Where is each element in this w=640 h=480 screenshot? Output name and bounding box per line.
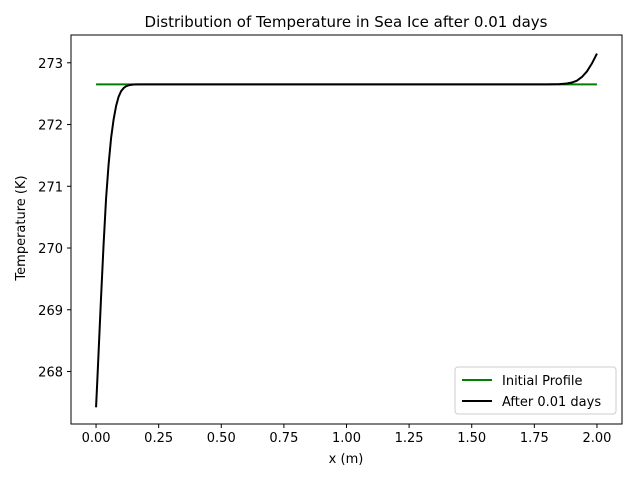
y-tick-label: 272 bbox=[38, 119, 63, 134]
plot-area: 0.00 0.25 0.50 0.75 1.00 1.25 1.50 1.75 2.00 268… bbox=[38, 34, 623, 446]
legend-label-after-0.01-days: After 0.01 days bbox=[502, 395, 601, 410]
y-axis-label: Temperature (K) bbox=[14, 175, 29, 281]
y-tick-label: 268 bbox=[38, 366, 63, 381]
x-axis: 0.00 0.25 0.50 0.75 1.00 1.25 1.50 1.75 2.00 bbox=[82, 424, 611, 446]
x-tick-label: 1.75 bbox=[520, 431, 549, 446]
y-tick-label: 270 bbox=[38, 242, 63, 257]
x-axis-label: x (m) bbox=[329, 452, 364, 467]
y-tick-label: 273 bbox=[38, 57, 63, 72]
chart-title: Distribution of Temperature in Sea Ice a… bbox=[145, 13, 548, 31]
x-tick-label: 0.50 bbox=[207, 431, 236, 446]
x-tick-label: 0.00 bbox=[82, 431, 111, 446]
legend-box bbox=[454, 366, 617, 415]
legend: Initial Profile After 0.01 days bbox=[454, 366, 617, 415]
x-tick-label: 1.50 bbox=[457, 431, 486, 446]
x-tick-label: 2.00 bbox=[582, 431, 611, 446]
x-tick-label: 1.00 bbox=[332, 431, 361, 446]
x-tick-label: 1.25 bbox=[395, 431, 424, 446]
legend-label-initial-profile: Initial Profile bbox=[502, 374, 583, 389]
y-tick-label: 269 bbox=[38, 304, 63, 319]
series-line-after-0.01-days bbox=[95, 53, 598, 408]
y-axis: 268 269 270 271 272 273 bbox=[38, 57, 71, 381]
x-tick-label: 0.25 bbox=[144, 431, 173, 446]
y-tick-label: 271 bbox=[38, 180, 63, 195]
x-tick-label: 0.75 bbox=[269, 431, 298, 446]
series-layer bbox=[95, 53, 598, 408]
